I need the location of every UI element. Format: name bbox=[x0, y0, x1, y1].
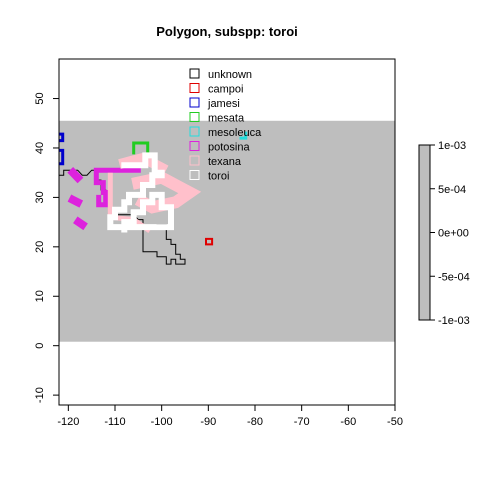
series-potosina-7 bbox=[67, 167, 84, 184]
x-tick-label: -60 bbox=[340, 416, 356, 428]
legend-swatch-potosina bbox=[189, 141, 200, 151]
x-tick-label: -90 bbox=[200, 416, 216, 428]
legend-swatch-unknown bbox=[189, 68, 200, 79]
series-mesata-4 bbox=[132, 141, 150, 155]
series-potosina-9 bbox=[73, 216, 88, 231]
legend-swatch-texana bbox=[189, 155, 200, 166]
series-jamesi-3 bbox=[59, 148, 65, 166]
chart-title: Polygon, subspp: toroi bbox=[156, 24, 298, 39]
legend-swatch-jamesi bbox=[189, 97, 200, 108]
colorbar-tick-label: 1e-03 bbox=[438, 140, 466, 152]
x-tick-label: -110 bbox=[104, 416, 125, 428]
legend-swatch-mesoleuca bbox=[189, 126, 200, 137]
legend-label-campoi: campoi bbox=[208, 84, 243, 96]
y-tick-label: 10 bbox=[34, 290, 46, 302]
colorbar-tick-label: -1e-03 bbox=[438, 315, 470, 327]
series-toroi-13 bbox=[107, 152, 174, 233]
legend-label-mesata: mesata bbox=[208, 113, 245, 125]
legend-label-potosina: potosina bbox=[208, 142, 250, 154]
legend: unknown campoi jamesi mesata mesoleuca potosi… bbox=[189, 68, 262, 183]
y-tick-label: 0 bbox=[34, 343, 46, 349]
legend-label-texana: texana bbox=[208, 156, 242, 168]
series-mesoleuca-5 bbox=[239, 131, 248, 140]
series-jamesi-2 bbox=[59, 132, 65, 143]
legend-swatch-campoi bbox=[189, 83, 200, 93]
plot-area bbox=[58, 58, 396, 406]
legend-label-toroi: toroi bbox=[208, 171, 229, 183]
series-campoi-1 bbox=[205, 237, 214, 246]
colorbar-tick-label: 0e+00 bbox=[438, 228, 469, 240]
x-tick-label: -80 bbox=[247, 416, 263, 428]
legend-swatch-toroi bbox=[189, 170, 200, 180]
x-tick-label: -70 bbox=[294, 416, 310, 428]
legend-label-jamesi: jamesi bbox=[207, 98, 240, 110]
x-tick-label: -50 bbox=[387, 416, 403, 428]
series-potosina-6 bbox=[93, 167, 141, 208]
y-tick-label: 20 bbox=[34, 241, 46, 253]
legend-swatch-mesata bbox=[189, 112, 200, 122]
colorbar-bar bbox=[418, 144, 431, 321]
x-tick-label: -100 bbox=[151, 416, 173, 428]
x-axis: -120 -110 -100 -90 -80 -70 -60 -50 bbox=[57, 404, 403, 428]
y-axis: -10 0 10 20 30 40 50 bbox=[34, 92, 60, 403]
x-tick-label: -120 bbox=[57, 416, 79, 428]
y-tick-label: -10 bbox=[34, 387, 46, 403]
colorbar: 1e-03 5e-04 0e+00 -5e-04 -1e-03 bbox=[418, 140, 470, 327]
y-tick-label: 50 bbox=[34, 92, 46, 104]
series-potosina-8 bbox=[67, 194, 84, 208]
colorbar-tick-label: -5e-04 bbox=[438, 271, 470, 283]
legend-label-mesoleuca: mesoleuca bbox=[208, 127, 262, 139]
colorbar-tick-label: 5e-04 bbox=[438, 184, 466, 196]
legend-label-unknown: unknown bbox=[208, 69, 252, 81]
y-tick-label: 30 bbox=[34, 191, 46, 203]
background-band bbox=[59, 120, 395, 342]
y-tick-label: 40 bbox=[34, 142, 46, 154]
